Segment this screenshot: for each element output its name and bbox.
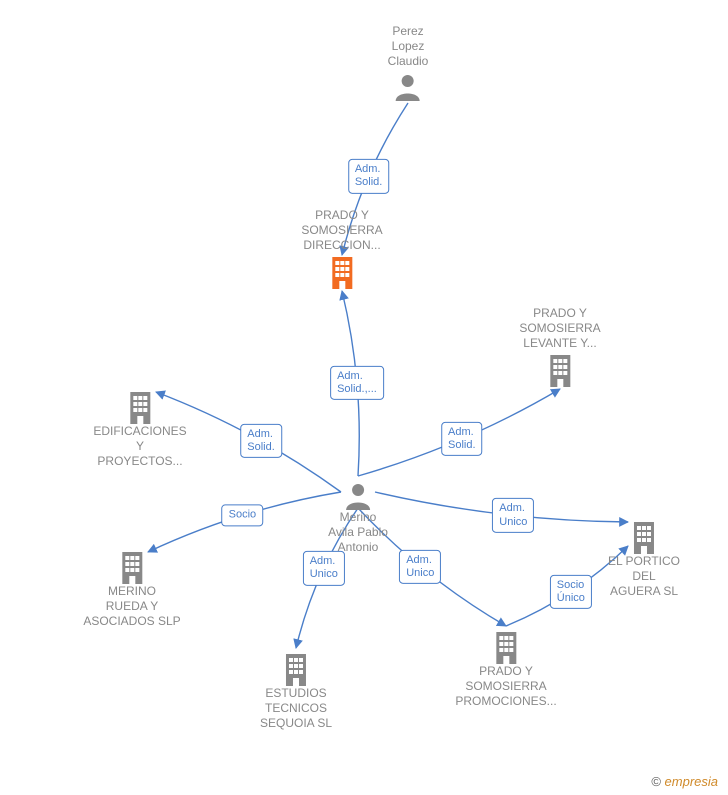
edge-label: Socio — [222, 505, 264, 526]
footer: © empresia — [651, 774, 718, 789]
node-label: EL PORTICODELAGUERA SL — [608, 554, 680, 599]
person-icon — [393, 73, 423, 101]
node-label: PRADO YSOMOSIERRADIRECCION... — [301, 208, 382, 253]
edge-label: SocioÚnico — [550, 575, 592, 609]
node-label: ESTUDIOSTECNICOSSEQUOIA SL — [260, 686, 332, 731]
node-label: PRADO YSOMOSIERRAPROMOCIONES... — [455, 664, 556, 709]
node-perez: PerezLopezClaudio — [388, 24, 429, 101]
node-label: EDIFICACIONESYPROYECTOS... — [93, 424, 186, 469]
edge-label: Adm.Unico — [492, 498, 534, 532]
copyright-symbol: © — [651, 774, 661, 789]
edge-label: Adm.Unico — [303, 551, 345, 585]
building-icon — [282, 654, 310, 686]
building-icon — [328, 257, 356, 289]
building-icon — [118, 552, 146, 584]
node-edif: EDIFICACIONESYPROYECTOS... — [93, 388, 186, 469]
node-merino_r: MERINORUEDA YASOCIADOS SLP — [83, 548, 180, 629]
edge-label: Adm.Solid. — [441, 422, 483, 456]
building-icon — [492, 632, 520, 664]
node-sequoia: ESTUDIOSTECNICOSSEQUOIA SL — [260, 650, 332, 731]
node-promoc: PRADO YSOMOSIERRAPROMOCIONES... — [455, 628, 556, 709]
edge-label: Adm.Solid. — [348, 159, 390, 193]
edge-label: Adm.Solid.,... — [330, 366, 384, 400]
building-icon — [546, 355, 574, 387]
node-portico: EL PORTICODELAGUERA SL — [608, 518, 680, 599]
edge-label: Adm.Unico — [399, 549, 441, 583]
building-icon — [630, 522, 658, 554]
building-icon — [126, 392, 154, 424]
person-icon — [343, 482, 373, 510]
node-label: PRADO YSOMOSIERRALEVANTE Y... — [519, 306, 600, 351]
node-label: PerezLopezClaudio — [388, 24, 429, 69]
node-prado_dir: PRADO YSOMOSIERRADIRECCION... — [301, 208, 382, 289]
edge-label: Adm.Solid. — [240, 424, 282, 458]
node-levante: PRADO YSOMOSIERRALEVANTE Y... — [519, 306, 600, 387]
node-merino_p: MerinoAvila PabloAntonio — [328, 478, 388, 555]
brand-name: empresia — [665, 774, 718, 789]
node-label: MERINORUEDA YASOCIADOS SLP — [83, 584, 180, 629]
node-label: MerinoAvila PabloAntonio — [328, 510, 388, 555]
